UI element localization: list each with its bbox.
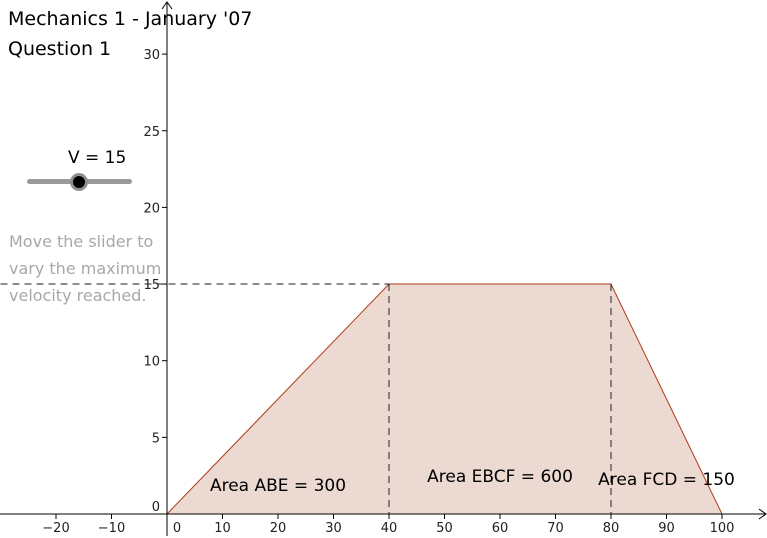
y-tick-label: 15 [143,278,160,293]
area-label: Area FCD = 150 [598,470,735,490]
x-axis-arrow [758,508,767,520]
y-tick-label: 10 [143,355,160,370]
x-tick-label: 60 [492,521,509,536]
x-tick-label: 50 [436,521,453,536]
y-tick-label: 0 [152,500,160,515]
x-tick-label: 90 [658,521,675,536]
x-tick-label: 0 [173,521,181,536]
x-tick-label: 20 [270,521,287,536]
x-tick-label: 30 [325,521,342,536]
slider-value-label: V = 15 [68,148,127,168]
x-tick-label: −20 [42,521,69,536]
page-title: Mechanics 1 - January '07 [8,8,253,30]
y-tick-label: 30 [143,48,160,63]
area-label: Area ABE = 300 [210,476,346,496]
velocity-slider-knob[interactable] [70,173,88,191]
x-tick-label: 100 [710,521,735,536]
x-tick-label: −10 [98,521,125,536]
x-tick-label: 10 [214,521,231,536]
slider-instructions: Move the slider to vary the maximum velo… [9,232,162,305]
y-tick-label: 5 [152,431,160,446]
y-axis-arrow [161,1,173,10]
area-label: Area EBCF = 600 [427,467,573,487]
x-tick-label: 80 [603,521,620,536]
y-tick-label: 20 [143,201,160,216]
x-tick-label: 40 [381,521,398,536]
y-tick-label: 25 [143,125,160,140]
question-label: Question 1 [8,38,112,60]
x-tick-label: 70 [547,521,564,536]
